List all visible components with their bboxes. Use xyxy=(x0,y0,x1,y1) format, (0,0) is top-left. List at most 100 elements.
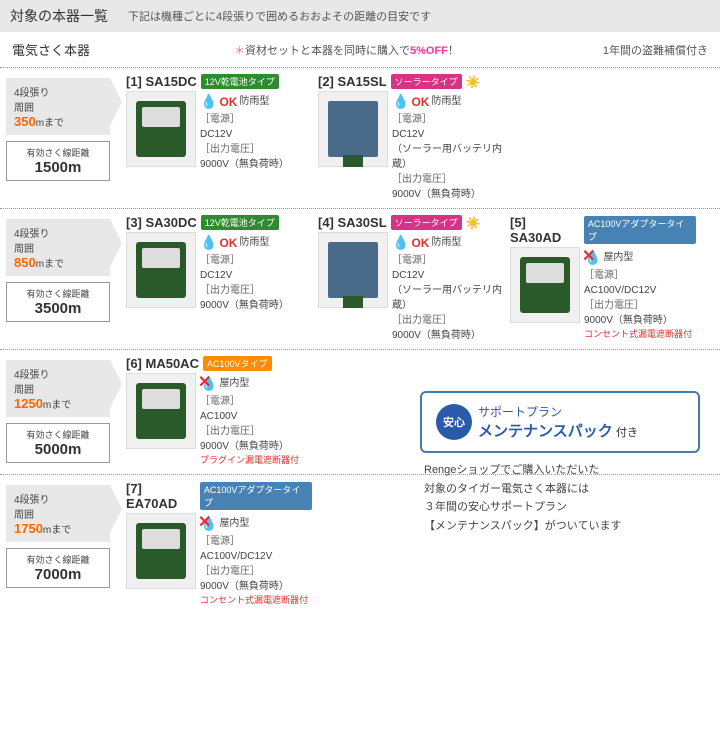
product-tag: AC100Vタイプ xyxy=(203,356,272,371)
product-id: [6] MA50AC xyxy=(126,356,199,371)
product-section: 4段張り 周囲 350mまで 有効さく線距離 1500m [1] SA15DC … xyxy=(0,67,720,208)
discount-note: ＊資材セットと本器を同時に購入で5%OFF！ xyxy=(234,42,459,58)
type-label: 屋内型 xyxy=(219,516,249,531)
length-value: 1500m xyxy=(13,159,103,176)
length-label: 有効さく線距離 xyxy=(13,287,103,300)
product-card[interactable]: [3] SA30DC 12V乾電池タイプ 💧OK 防雨型 ［電源］ DC12V … xyxy=(126,215,312,343)
subheader: 電気さく本器 ＊資材セットと本器を同時に購入で5%OFF！ 1年間の盗難補償付き xyxy=(0,32,720,67)
product-id: [3] SA30DC xyxy=(126,215,197,230)
header-bar: 対象の本器一覧 下記は機種ごとに4段張りで囲めるおおよその距離の目安です xyxy=(0,0,720,32)
product-image xyxy=(126,513,196,589)
product-card[interactable]: [5] SA30AD AC100Vアダプタータイプ 💧✕ 屋内型 ［電源］ AC… xyxy=(510,215,696,343)
product-specs: 💧OK 防雨型 ［電源］ DC12V （ソーラー用バッテリ内蔵） ［出力電圧］ … xyxy=(392,91,504,202)
tier-label: 4段張り xyxy=(14,84,102,99)
product-section: 4段張り 周囲 850mまで 有効さく線距離 3500m [3] SA30DC … xyxy=(0,208,720,349)
product-note: プラグイン漏電遮断器付 xyxy=(200,454,312,468)
type-label: 屋内型 xyxy=(603,250,633,265)
product-id: [5] SA30AD xyxy=(510,215,580,245)
product-image xyxy=(126,91,196,167)
perimeter-value: 1250mまで xyxy=(14,396,102,411)
ok-label: OK xyxy=(219,234,237,252)
product-tag: 12V乾電池タイプ xyxy=(201,215,279,230)
range-arrow: 4段張り 周囲 1250mまで xyxy=(6,360,110,417)
product-header: [1] SA15DC 12V乾電池タイプ xyxy=(126,74,312,89)
product-image xyxy=(126,373,196,449)
product-card[interactable]: [2] SA15SL ソーラータイプ ☀️ 💧OK 防雨型 ［電源］ DC12V… xyxy=(318,74,504,202)
product-note: コンセント式漏電遮断器付 xyxy=(200,594,312,608)
warranty-note: 1年間の盗難補償付き xyxy=(603,42,708,58)
support-suffix: 付き xyxy=(616,427,638,439)
perimeter-value: 850mまで xyxy=(14,255,102,270)
effective-length-box: 有効さく線距離 5000m xyxy=(6,423,110,463)
range-arrow: 4段張り 周囲 350mまで xyxy=(6,78,110,135)
product-tag: 12V乾電池タイプ xyxy=(201,74,279,89)
category-label: 電気さく本器 xyxy=(12,40,90,59)
tier-label: 4段張り xyxy=(14,491,102,506)
sun-icon: ☀️ xyxy=(466,75,481,89)
type-label: 屋内型 xyxy=(219,376,249,391)
ok-label: OK xyxy=(411,234,429,252)
product-tag: AC100Vアダプタータイプ xyxy=(584,216,696,244)
perimeter-label: 周囲 xyxy=(14,240,102,255)
product-id: [1] SA15DC xyxy=(126,74,197,89)
product-card[interactable]: [1] SA15DC 12V乾電池タイプ 💧OK 防雨型 ［電源］ DC12V … xyxy=(126,74,312,202)
product-card[interactable]: [7] EA70AD AC100Vアダプタータイプ 💧✕ 屋内型 ［電源］ AC… xyxy=(126,481,312,608)
product-id: [4] SA30SL xyxy=(318,215,387,230)
product-card[interactable]: [4] SA30SL ソーラータイプ ☀️ 💧OK 防雨型 ［電源］ DC12V… xyxy=(318,215,504,343)
water-drop-icon: 💧 xyxy=(392,232,409,253)
water-drop-icon: 💧 xyxy=(392,91,409,112)
support-subtitle: サポートプラン xyxy=(478,403,638,420)
product-tag: ソーラータイプ xyxy=(391,215,462,230)
product-image xyxy=(318,232,388,308)
no-water-icon: 💧✕ xyxy=(584,247,601,268)
product-specs: 💧OK 防雨型 ［電源］ DC12V ［出力電圧］ 9000V（無負荷時） xyxy=(200,91,312,172)
support-plan-box: 安心 サポートプラン メンテナンスパック 付き xyxy=(420,391,700,453)
no-water-icon: 💧✕ xyxy=(200,513,217,534)
anshin-badge: 安心 xyxy=(436,404,472,440)
perimeter-label: 周囲 xyxy=(14,99,102,114)
tier-label: 4段張り xyxy=(14,225,102,240)
product-id: [2] SA15SL xyxy=(318,74,387,89)
product-tag: AC100Vアダプタータイプ xyxy=(200,482,312,510)
length-label: 有効さく線距離 xyxy=(13,428,103,441)
product-specs: 💧✕ 屋内型 ［電源］ AC100V/DC12V ［出力電圧］ 9000V（無負… xyxy=(584,247,696,342)
support-description: Rengeショップでご購入いただいた 対象のタイガー電気さく本器には ３年間の安… xyxy=(420,461,700,536)
support-title: メンテナンスパック xyxy=(478,423,613,440)
product-header: [7] EA70AD AC100Vアダプタータイプ xyxy=(126,481,312,511)
product-card[interactable]: [6] MA50AC AC100Vタイプ 💧✕ 屋内型 ［電源］ AC100V … xyxy=(126,356,312,468)
range-arrow: 4段張り 周囲 1750mまで xyxy=(6,485,110,542)
range-arrow: 4段張り 周囲 850mまで xyxy=(6,219,110,276)
header-title: 対象の本器一覧 xyxy=(10,6,108,26)
product-specs: 💧OK 防雨型 ［電源］ DC12V ［出力電圧］ 9000V（無負荷時） xyxy=(200,232,312,313)
product-image xyxy=(126,232,196,308)
sun-icon: ☀️ xyxy=(466,216,481,230)
product-specs: 💧OK 防雨型 ［電源］ DC12V （ソーラー用バッテリ内蔵） ［出力電圧］ … xyxy=(392,232,504,343)
product-specs: 💧✕ 屋内型 ［電源］ AC100V/DC12V ［出力電圧］ 9000V（無負… xyxy=(200,513,312,608)
type-label: 防雨型 xyxy=(431,235,461,250)
tier-label: 4段張り xyxy=(14,366,102,381)
perimeter-value: 1750mまで xyxy=(14,521,102,536)
product-header: [2] SA15SL ソーラータイプ ☀️ xyxy=(318,74,504,89)
length-label: 有効さく線距離 xyxy=(13,553,103,566)
header-sub: 下記は機種ごとに4段張りで囲めるおおよその距離の目安です xyxy=(128,8,431,24)
product-id: [7] EA70AD xyxy=(126,481,196,511)
perimeter-label: 周囲 xyxy=(14,506,102,521)
effective-length-box: 有効さく線距離 3500m xyxy=(6,282,110,322)
water-drop-icon: 💧 xyxy=(200,232,217,253)
length-value: 7000m xyxy=(13,566,103,583)
product-specs: 💧✕ 屋内型 ［電源］ AC100V ［出力電圧］ 9000V（無負荷時） プラ… xyxy=(200,373,312,468)
product-note: コンセント式漏電遮断器付 xyxy=(584,328,696,342)
length-value: 3500m xyxy=(13,300,103,317)
water-drop-icon: 💧 xyxy=(200,91,217,112)
ok-label: OK xyxy=(411,93,429,111)
type-label: 防雨型 xyxy=(239,94,269,109)
ok-label: OK xyxy=(219,93,237,111)
product-header: [4] SA30SL ソーラータイプ ☀️ xyxy=(318,215,504,230)
length-label: 有効さく線距離 xyxy=(13,146,103,159)
type-label: 防雨型 xyxy=(239,235,269,250)
perimeter-label: 周囲 xyxy=(14,381,102,396)
no-water-icon: 💧✕ xyxy=(200,373,217,394)
effective-length-box: 有効さく線距離 7000m xyxy=(6,548,110,588)
perimeter-value: 350mまで xyxy=(14,114,102,129)
product-image xyxy=(510,247,580,323)
